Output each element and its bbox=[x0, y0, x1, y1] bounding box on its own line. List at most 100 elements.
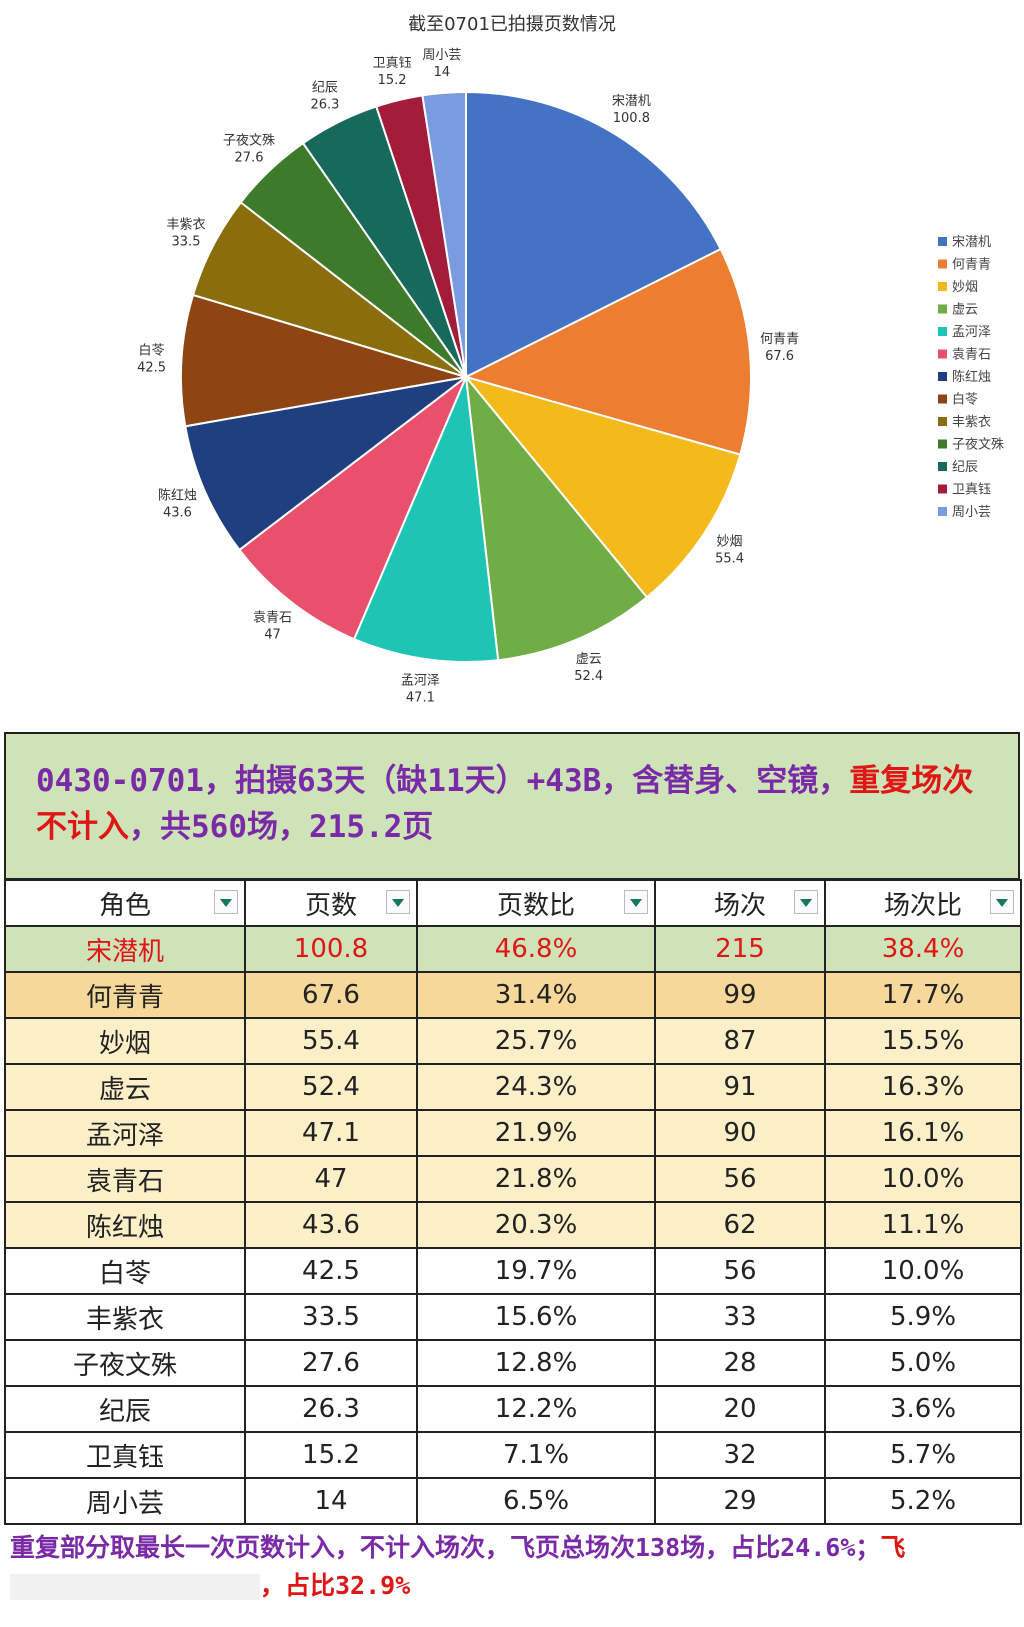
legend-entry: 宋潜机 bbox=[952, 235, 991, 250]
table-cell: 17.7% bbox=[824, 971, 1022, 1019]
filter-dropdown-button[interactable] bbox=[214, 890, 238, 914]
table-cell: 15.2 bbox=[244, 1431, 418, 1479]
filter-dropdown-button[interactable] bbox=[624, 890, 648, 914]
slice-value-label: 100.8 bbox=[613, 111, 650, 126]
table-row: 陈红烛 43.6 20.3% 62 11.1% bbox=[4, 1201, 1022, 1249]
slice-value-label: 14 bbox=[434, 65, 451, 80]
header-pages: 页数 bbox=[244, 879, 418, 927]
legend-swatch bbox=[938, 484, 947, 494]
table-cell: 袁青石 bbox=[4, 1155, 246, 1203]
table-cell: 6.5% bbox=[416, 1477, 656, 1525]
table-cell: 56 bbox=[654, 1155, 826, 1203]
legend-swatch bbox=[938, 439, 947, 449]
slice-value-label: 15.2 bbox=[378, 73, 407, 88]
header-scenes: 场次 bbox=[654, 879, 826, 927]
legend-swatch bbox=[938, 372, 947, 381]
table-cell: 25.7% bbox=[416, 1017, 656, 1065]
filter-dropdown-button[interactable] bbox=[990, 890, 1014, 914]
table-cell: 99 bbox=[654, 971, 826, 1019]
pie-slice bbox=[464, 373, 649, 662]
slice-value-label: 43.6 bbox=[163, 505, 192, 520]
table-cell: 5.7% bbox=[824, 1431, 1022, 1479]
slice-value-label: 52.4 bbox=[574, 669, 603, 684]
legend-entry: 虚云 bbox=[952, 303, 978, 318]
table-row: 袁青石 47 21.8% 56 10.0% bbox=[4, 1155, 1022, 1203]
pie-slice bbox=[238, 373, 469, 641]
table-cell: 56 bbox=[654, 1247, 826, 1295]
pie-slice bbox=[180, 293, 467, 428]
header-scene-ratio: 场次比 bbox=[824, 879, 1022, 927]
table-cell: 3.6% bbox=[824, 1385, 1022, 1433]
table-cell: 5.9% bbox=[824, 1293, 1022, 1341]
table-cell: 虚云 bbox=[4, 1063, 246, 1111]
header-page-ratio: 页数比 bbox=[416, 879, 656, 927]
legend-swatch bbox=[938, 507, 947, 516]
legend-swatch bbox=[938, 349, 947, 359]
table-cell: 15.5% bbox=[824, 1017, 1022, 1065]
slice-value-label: 26.3 bbox=[310, 97, 339, 112]
table-cell: 10.0% bbox=[824, 1155, 1022, 1203]
table-row: 孟河泽 47.1 21.9% 90 16.1% bbox=[4, 1109, 1022, 1157]
legend-entry: 周小芸 bbox=[952, 504, 991, 520]
slice-category-label: 何青青 bbox=[760, 331, 799, 347]
table-cell: 55.4 bbox=[244, 1017, 418, 1065]
table-cell: 42.5 bbox=[244, 1247, 418, 1295]
legend-swatch bbox=[938, 327, 947, 336]
table-cell: 丰紫衣 bbox=[4, 1293, 246, 1341]
table-cell: 14 bbox=[244, 1477, 418, 1525]
slice-category-label: 白苓 bbox=[139, 342, 165, 358]
slice-category-label: 纪辰 bbox=[312, 80, 338, 95]
pie-slice bbox=[463, 247, 752, 456]
table-cell: 21.8% bbox=[416, 1155, 656, 1203]
table-cell: 何青青 bbox=[4, 971, 246, 1019]
slice-value-label: 47.1 bbox=[406, 691, 435, 706]
table-cell: 纪辰 bbox=[4, 1385, 246, 1433]
table-cell: 47.1 bbox=[244, 1109, 418, 1157]
header-label: 角色 bbox=[98, 890, 151, 921]
slice-category-label: 孟河泽 bbox=[401, 674, 440, 689]
slice-category-label: 宋潜机 bbox=[612, 94, 651, 109]
table-cell: 陈红烛 bbox=[4, 1201, 246, 1249]
table-cell: 33 bbox=[654, 1293, 826, 1341]
pie-slice bbox=[352, 373, 500, 663]
pie-slice bbox=[184, 376, 467, 552]
stats-table: 角色 页数 页数比 场次 场次比 宋潜机 100.8 46.8% 215 38.4% 何青… bbox=[4, 879, 1022, 1525]
redacted-block bbox=[10, 1574, 260, 1600]
filter-dropdown-button[interactable] bbox=[794, 890, 818, 914]
legend-entry: 卫真钰 bbox=[952, 483, 991, 498]
table-cell: 21.9% bbox=[416, 1109, 656, 1157]
stats-table-area: 0430-0701，拍摄63天（缺11天）+43B，含替身、空镜，重复场次不计入… bbox=[4, 732, 1022, 1627]
legend-entry: 子夜文殊 bbox=[952, 438, 1004, 453]
table-cell: 31.4% bbox=[416, 971, 656, 1019]
legend-swatch bbox=[938, 237, 947, 246]
table-cell: 12.8% bbox=[416, 1339, 656, 1387]
table-cell: 20.3% bbox=[416, 1201, 656, 1249]
legend-swatch bbox=[938, 304, 947, 314]
slice-value-label: 47 bbox=[264, 628, 281, 643]
table-row: 虚云 52.4 24.3% 91 16.3% bbox=[4, 1063, 1022, 1111]
table-row: 子夜文殊 27.6 12.8% 28 5.0% bbox=[4, 1339, 1022, 1387]
table-cell: 26.3 bbox=[244, 1385, 418, 1433]
slice-value-label: 55.4 bbox=[715, 552, 744, 567]
table-cell: 白苓 bbox=[4, 1247, 246, 1295]
header-label: 场次 bbox=[713, 890, 766, 921]
table-cell: 5.2% bbox=[824, 1477, 1022, 1525]
slice-value-label: 33.5 bbox=[172, 235, 201, 250]
table-cell: 27.6 bbox=[244, 1339, 418, 1387]
table-cell: 7.1% bbox=[416, 1431, 656, 1479]
table-cell: 16.1% bbox=[824, 1109, 1022, 1157]
footer-text-a: 重复部分取最长一次页数计入，不计入场次，飞页总场次138场，占比24.6%； bbox=[10, 1533, 881, 1562]
slice-category-label: 丰紫衣 bbox=[166, 217, 205, 233]
table-row: 纪辰 26.3 12.2% 20 3.6% bbox=[4, 1385, 1022, 1433]
header-role: 角色 bbox=[4, 879, 246, 927]
table-cell: 43.6 bbox=[244, 1201, 418, 1249]
header-label: 场次比 bbox=[883, 890, 962, 921]
table-cell: 15.6% bbox=[416, 1293, 656, 1341]
slice-category-label: 子夜文殊 bbox=[223, 134, 275, 149]
table-cell: 28 bbox=[654, 1339, 826, 1387]
filter-dropdown-button[interactable] bbox=[386, 890, 410, 914]
table-cell: 47 bbox=[244, 1155, 418, 1203]
table-cell: 215 bbox=[654, 925, 826, 973]
slice-category-label: 袁青石 bbox=[253, 611, 292, 626]
table-row: 何青青 67.6 31.4% 99 17.7% bbox=[4, 971, 1022, 1019]
